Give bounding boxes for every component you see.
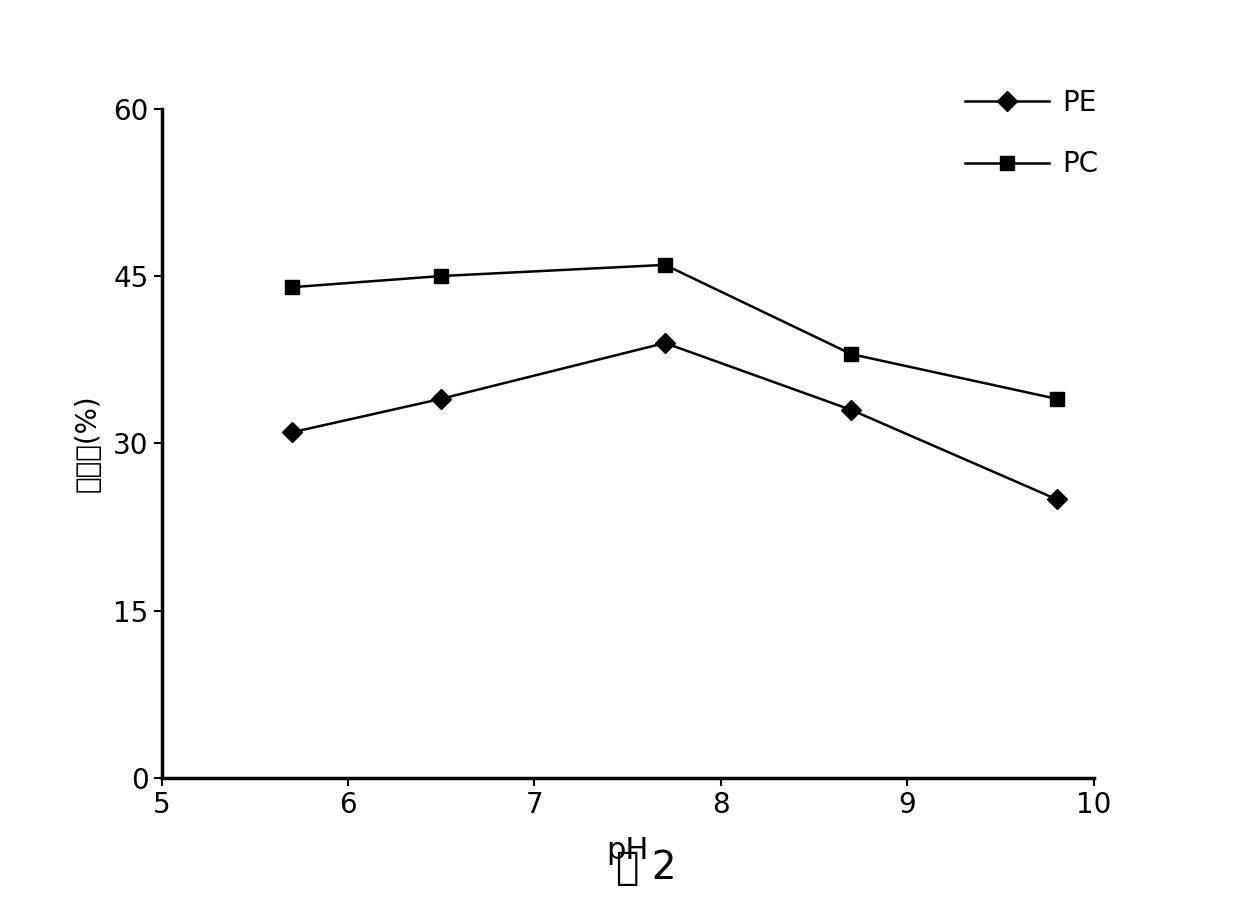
PC — [658, 260, 672, 271]
Legend: PE, PC: PE, PC — [966, 89, 1099, 178]
PE — [285, 427, 300, 438]
PC — [285, 281, 300, 292]
PE — [434, 394, 449, 405]
Text: 图 2: 图 2 — [617, 849, 676, 887]
PC — [844, 348, 859, 359]
PE — [658, 338, 672, 348]
X-axis label: pH: pH — [607, 836, 649, 865]
Line: PC: PC — [285, 258, 1064, 405]
PC — [434, 271, 449, 281]
Line: PE: PE — [285, 336, 1064, 506]
PC — [1049, 394, 1064, 405]
PE — [844, 405, 859, 415]
PE — [1049, 494, 1064, 505]
Y-axis label: 吸附率(%): 吸附率(%) — [73, 395, 102, 492]
